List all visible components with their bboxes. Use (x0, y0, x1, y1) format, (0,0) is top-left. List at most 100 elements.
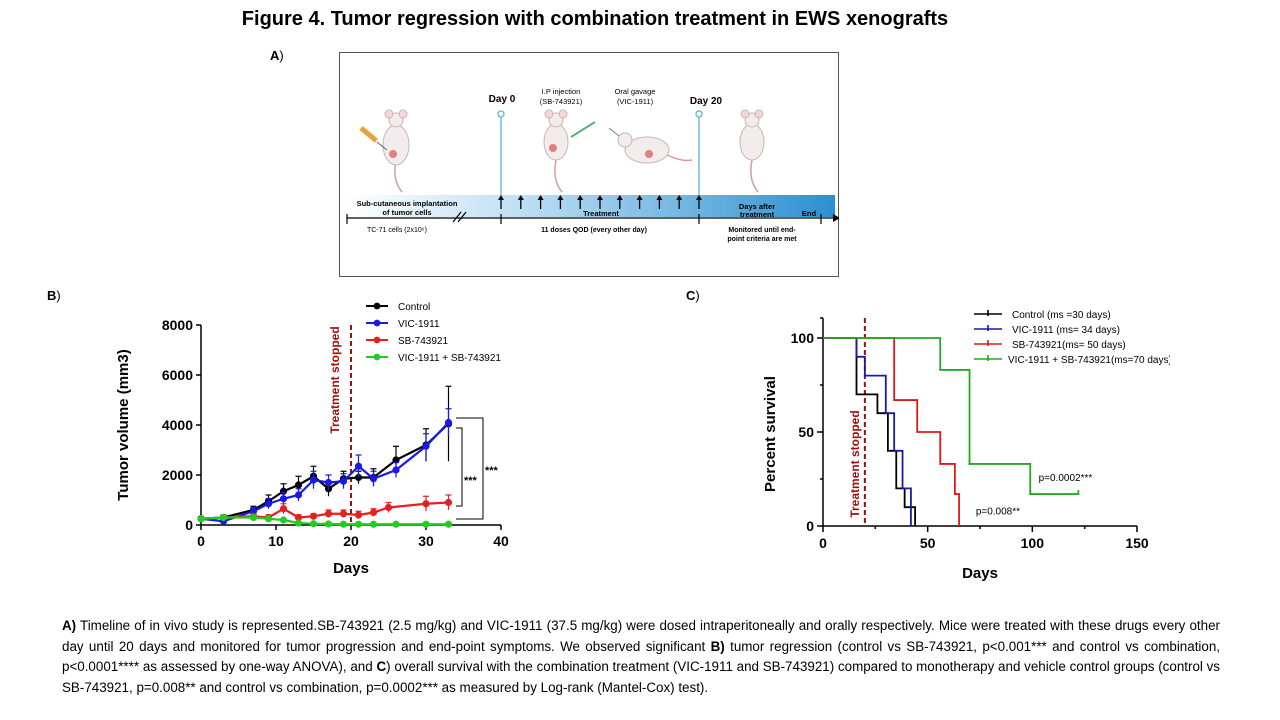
y-tick-label: 2000 (162, 467, 193, 483)
panel-c-letter: C (686, 288, 696, 303)
panel-a-letter: A (270, 48, 280, 63)
dose-arrow-head (577, 195, 584, 200)
data-point (392, 456, 400, 464)
pvalue-sb: p=0.008** (976, 507, 1020, 518)
figure-caption: A) Timeline of in vivo study is represen… (62, 616, 1220, 698)
mouse-gavage-icon (608, 127, 693, 164)
panel-b-label: B) (47, 288, 61, 303)
panel-b-paren: ) (56, 288, 61, 303)
oral-label-line1: Oral gavage (615, 87, 656, 96)
below-monitor-line1: Monitored until end- (728, 227, 796, 234)
data-point (279, 505, 288, 513)
panel-c-paren: ) (695, 288, 700, 303)
dose-arrow-head (517, 195, 524, 200)
data-point (294, 513, 303, 522)
ip-label-line2: (SB-743921) (540, 97, 583, 106)
caption-a-text: Timeline of in vivo study is represented… (62, 618, 1220, 654)
legend-swatch-dot (373, 302, 381, 310)
y-axis-title: Tumor volume (mm3) (115, 349, 132, 500)
data-point (309, 512, 318, 520)
data-point (324, 510, 333, 518)
below-cells-label: TC-71 cells (2x10⁶) (367, 227, 427, 234)
data-point (339, 520, 348, 528)
x-axis-title: Days (962, 565, 998, 582)
caption-c-text: ) overall survival with the combination … (62, 659, 1221, 695)
dose-arrow-head (537, 195, 544, 200)
x-tick-label: 20 (343, 533, 359, 549)
data-point (444, 498, 453, 507)
mouse-treatment-icon (543, 109, 569, 193)
caption-b-label: B) (710, 638, 725, 654)
data-point (309, 520, 318, 528)
legend: Control VIC-1911 SB-743921 VIC-1911 + SB-74… (366, 302, 501, 364)
x-tick-label: 40 (493, 533, 509, 549)
ip-label-line1: I.P injection (542, 87, 581, 96)
caption-a-label: A) (62, 618, 77, 633)
legend-label: Control (ms =30 days) (1012, 310, 1111, 321)
series-3 (197, 513, 453, 528)
bar-end-label: End (802, 209, 817, 218)
data-point (279, 495, 288, 503)
survival-series-0 (823, 337, 917, 526)
tumor-volume-chart: 0 2000 4000 6000 8000 0 10 20 30 40 Days Tumor volu… (115, 302, 509, 577)
data-point (294, 519, 303, 527)
data-point (369, 475, 378, 483)
mouse-implant-icon (382, 109, 410, 193)
data-point (444, 418, 453, 427)
data-point (384, 503, 393, 512)
x-tick-label: 150 (1125, 535, 1149, 551)
axis-break-2 (457, 211, 467, 223)
legend-swatch-dot (373, 336, 381, 344)
data-point (219, 513, 228, 522)
legend-swatch-dot (373, 319, 381, 327)
ip-syringe-icon (570, 121, 596, 138)
dose-arrows (498, 195, 702, 209)
pvalue-combination: p=0.0002*** (1039, 473, 1093, 484)
timeline-frame (339, 52, 839, 277)
legend-label: VIC-1911 (398, 319, 440, 330)
data-point (294, 481, 303, 489)
caption-c-label: C (376, 659, 387, 674)
oral-label-line2: (VIC-1911) (617, 97, 654, 106)
timeline-bar (347, 195, 835, 217)
legend-label: VIC-1911 (ms= 34 days) (1012, 325, 1120, 336)
significance-bracket-outer (456, 417, 484, 520)
panel-a-label: A) (270, 48, 284, 63)
data-point (354, 511, 363, 519)
survival-chart: 0 50 100 0 50 100 150 Days Percent survival Treat… (762, 310, 1170, 582)
bar-implant-line1: Sub-cutaneous implantation (357, 199, 458, 208)
x-tick-label: 10 (268, 533, 284, 549)
panel-b-letter: B (47, 288, 57, 303)
timeline-axis-arrowhead (833, 214, 839, 222)
x-tick-label: 100 (1021, 535, 1045, 551)
day20-label: Day 20 (690, 96, 723, 107)
dose-arrow-head (676, 195, 683, 200)
legend-label: Control (398, 302, 430, 313)
data-point (324, 478, 333, 487)
legend-label: VIC-1911 + SB-743921(ms=70 days) (1008, 355, 1170, 366)
x-tick-label: 50 (920, 535, 936, 551)
data-point (279, 516, 288, 524)
data-point (444, 520, 453, 528)
survival-step-line (823, 337, 917, 526)
y-tick-label: 50 (798, 424, 814, 440)
series-line (200, 501, 449, 520)
bar-implant-line2: of tumor cells (382, 208, 431, 217)
data-point (422, 520, 430, 528)
x-tick-label: 0 (819, 535, 827, 551)
y-tick-label: 0 (806, 518, 814, 534)
data-point (264, 500, 273, 508)
legend-label: VIC-1911 + SB-743921 (398, 353, 501, 364)
panel-c-label: C) (686, 288, 700, 303)
dose-arrow-head (597, 195, 603, 200)
bar-treatment-label: Treatment (583, 209, 619, 218)
legend-swatch-dot (373, 353, 381, 361)
series-line (200, 516, 449, 526)
significance-bracket-inner (456, 427, 463, 507)
legend-label: SB-743921 (398, 336, 448, 347)
y-tick-label: 6000 (162, 367, 193, 383)
below-doses-label: 11 doses QOD (every other day) (541, 227, 647, 234)
data-point (249, 507, 258, 515)
data-point (422, 500, 430, 508)
y-tick-label: 4000 (162, 417, 193, 433)
